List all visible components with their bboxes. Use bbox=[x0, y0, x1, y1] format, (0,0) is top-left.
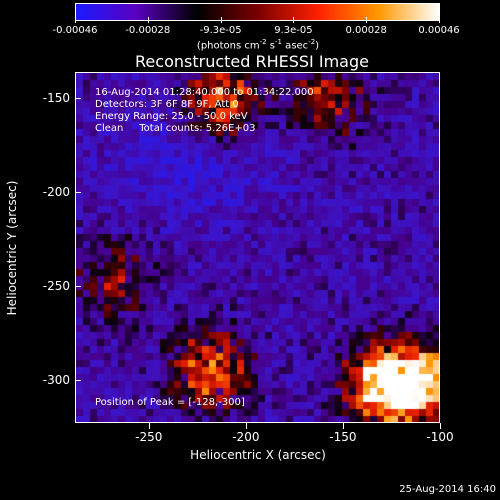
y-tick-label: -200 bbox=[42, 185, 70, 200]
x-tick-label: -150 bbox=[329, 430, 357, 444]
colorbar-tick-label: 9.3e-05 bbox=[274, 25, 313, 36]
x-axis-label: Heliocentric X (arcsec) bbox=[190, 448, 326, 462]
y-tick bbox=[75, 98, 81, 100]
colorbar-tick-label: 0.00046 bbox=[418, 25, 460, 36]
y-tick-label: -150 bbox=[42, 91, 70, 106]
heatmap-image bbox=[76, 73, 439, 422]
colorbar-units: (photons cm-2 s-1 asec-2) bbox=[196, 38, 320, 52]
x-tick bbox=[245, 423, 247, 429]
info-energy-range: Energy Range: 25.0 - 50.0 keV bbox=[95, 111, 248, 122]
colorbar-tick bbox=[293, 17, 295, 23]
y-tick-label: -300 bbox=[42, 372, 70, 387]
y-axis-label: Heliocentric Y (arcsec) bbox=[5, 180, 19, 316]
colorbar-tick-label: -0.00046 bbox=[52, 25, 98, 36]
x-tick-label: -100 bbox=[426, 430, 454, 444]
timestamp: 25-Aug-2014 16:40 bbox=[399, 484, 496, 495]
y-tick bbox=[75, 192, 81, 194]
peak-position-label: Position of Peak = [-128,-300] bbox=[95, 397, 245, 408]
x-tick-label: -250 bbox=[135, 430, 163, 444]
x-tick bbox=[148, 423, 150, 429]
info-clean-counts: Clean Total counts: 5.26E+03 bbox=[95, 123, 256, 134]
colorbar-tick-label: -9.3e-05 bbox=[199, 25, 242, 36]
colorbar bbox=[75, 3, 440, 21]
colorbar-tick bbox=[220, 17, 222, 23]
colorbar-tick-label: 0.00028 bbox=[345, 25, 387, 36]
colorbar-tick bbox=[147, 17, 149, 23]
colorbar-tick-label: -0.00028 bbox=[125, 25, 171, 36]
info-detectors: Detectors: 3F 6F 8F 9F, Att 0 bbox=[95, 99, 239, 110]
y-tick-label: -250 bbox=[42, 278, 70, 293]
image-plot[interactable]: 16-Aug-2014 01:28:40.000 to 01:34:22.000… bbox=[75, 72, 440, 423]
x-tick-label: -200 bbox=[232, 430, 260, 444]
y-tick bbox=[75, 379, 81, 381]
info-time-range: 16-Aug-2014 01:28:40.000 to 01:34:22.000 bbox=[95, 87, 314, 98]
x-tick bbox=[342, 423, 344, 429]
y-tick bbox=[75, 285, 81, 287]
colorbar-tick bbox=[366, 17, 368, 23]
plot-title: Reconstructed RHESSI Image bbox=[135, 52, 369, 71]
colorbar-tick bbox=[439, 17, 440, 23]
x-tick bbox=[440, 423, 441, 429]
colorbar-tick bbox=[75, 17, 76, 23]
